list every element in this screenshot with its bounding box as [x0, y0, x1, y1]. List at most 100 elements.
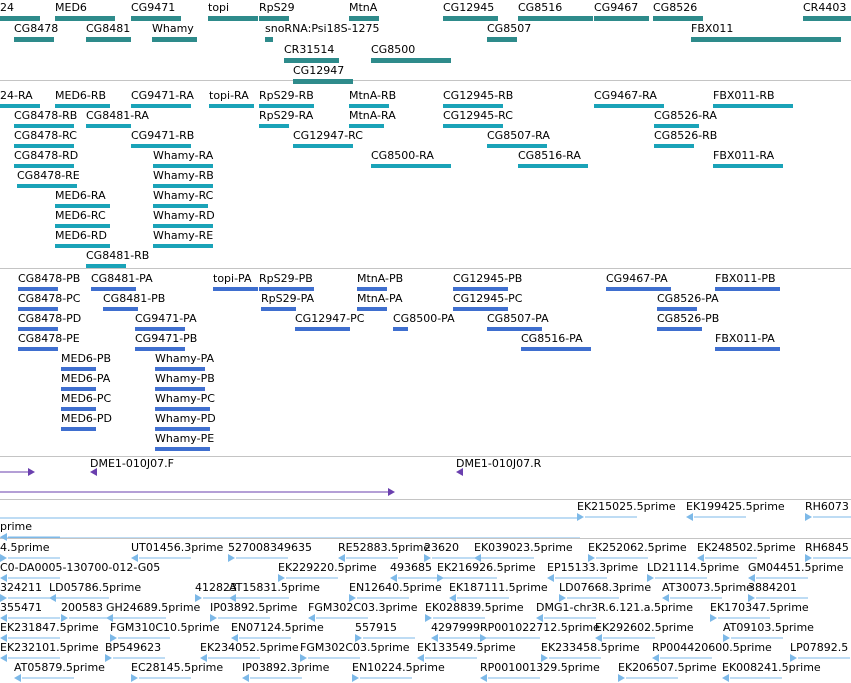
est-arrow[interactable] — [0, 594, 7, 602]
transcript-bar[interactable] — [153, 164, 213, 168]
est-arrow[interactable] — [697, 554, 704, 562]
transcript-bar[interactable] — [131, 144, 191, 148]
est-arrow[interactable] — [588, 554, 595, 562]
gene-bar[interactable] — [518, 16, 593, 21]
est-arrow[interactable] — [110, 634, 117, 642]
est-arrow[interactable] — [652, 654, 659, 662]
est-arrow[interactable] — [0, 533, 7, 541]
transcript-bar[interactable] — [293, 144, 353, 148]
transcript-bar[interactable] — [0, 104, 40, 108]
est-arrow[interactable] — [0, 554, 7, 562]
transcript-bar[interactable] — [259, 124, 289, 128]
gene-bar[interactable] — [803, 16, 851, 21]
est-arrow[interactable] — [449, 594, 456, 602]
gene-bar[interactable] — [653, 16, 703, 21]
protein-bar[interactable] — [295, 327, 350, 331]
est-arrow[interactable] — [805, 513, 812, 521]
est-arrow[interactable] — [480, 634, 487, 642]
est-arrow[interactable] — [480, 674, 487, 682]
est-arrow[interactable] — [805, 554, 812, 562]
transcript-bar[interactable] — [55, 204, 110, 208]
gene-bar[interactable] — [0, 16, 40, 21]
cdna-arrow[interactable] — [456, 468, 463, 476]
protein-bar[interactable] — [213, 287, 258, 291]
gene-bar[interactable] — [265, 37, 273, 42]
protein-bar[interactable] — [715, 347, 780, 351]
cdna-arrow[interactable] — [28, 468, 35, 476]
est-arrow[interactable] — [300, 654, 307, 662]
est-arrow[interactable] — [242, 674, 249, 682]
est-arrow[interactable] — [618, 674, 625, 682]
protein-bar[interactable] — [18, 347, 58, 351]
transcript-bar[interactable] — [443, 124, 503, 128]
gene-bar[interactable] — [14, 37, 54, 42]
transcript-bar[interactable] — [443, 104, 503, 108]
est-arrow[interactable] — [61, 614, 68, 622]
est-arrow[interactable] — [748, 574, 755, 582]
est-arrow[interactable] — [14, 674, 21, 682]
transcript-bar[interactable] — [654, 124, 699, 128]
protein-bar[interactable] — [261, 307, 296, 311]
protein-bar[interactable] — [61, 387, 96, 391]
protein-bar[interactable] — [357, 307, 387, 311]
protein-bar[interactable] — [155, 407, 210, 411]
est-arrow[interactable] — [390, 574, 397, 582]
protein-bar[interactable] — [487, 327, 542, 331]
est-arrow[interactable] — [662, 594, 669, 602]
est-arrow[interactable] — [790, 654, 797, 662]
transcript-bar[interactable] — [209, 104, 254, 108]
est-arrow[interactable] — [474, 554, 481, 562]
est-arrow[interactable] — [229, 594, 236, 602]
protein-bar[interactable] — [259, 287, 314, 291]
protein-bar[interactable] — [155, 427, 210, 431]
protein-bar[interactable] — [135, 347, 185, 351]
est-arrow[interactable] — [686, 513, 693, 521]
est-arrow[interactable] — [278, 574, 285, 582]
protein-bar[interactable] — [453, 287, 508, 291]
gene-bar[interactable] — [152, 37, 197, 42]
est-arrow[interactable] — [210, 614, 217, 622]
gene-bar[interactable] — [284, 58, 339, 63]
gene-bar[interactable] — [349, 16, 379, 21]
transcript-bar[interactable] — [371, 164, 451, 168]
gene-bar[interactable] — [293, 79, 353, 84]
est-arrow[interactable] — [0, 614, 7, 622]
transcript-bar[interactable] — [86, 264, 126, 268]
est-arrow[interactable] — [131, 554, 138, 562]
est-arrow[interactable] — [536, 614, 543, 622]
protein-bar[interactable] — [18, 327, 58, 331]
est-arrow[interactable] — [195, 594, 202, 602]
transcript-bar[interactable] — [654, 144, 694, 148]
est-arrow[interactable] — [425, 614, 432, 622]
protein-bar[interactable] — [606, 287, 671, 291]
transcript-bar[interactable] — [153, 184, 213, 188]
transcript-bar[interactable] — [55, 244, 110, 248]
gene-bar[interactable] — [443, 16, 498, 21]
protein-bar[interactable] — [657, 327, 702, 331]
est-arrow[interactable] — [647, 574, 654, 582]
protein-bar[interactable] — [657, 307, 697, 311]
transcript-bar[interactable] — [518, 164, 588, 168]
protein-bar[interactable] — [393, 327, 408, 331]
transcript-bar[interactable] — [17, 184, 77, 188]
transcript-bar[interactable] — [153, 204, 208, 208]
est-arrow[interactable] — [559, 594, 566, 602]
est-arrow[interactable] — [355, 634, 362, 642]
est-arrow[interactable] — [106, 614, 113, 622]
gene-bar[interactable] — [259, 16, 289, 21]
protein-bar[interactable] — [18, 307, 58, 311]
protein-bar[interactable] — [91, 287, 136, 291]
protein-bar[interactable] — [155, 447, 210, 451]
est-arrow[interactable] — [0, 574, 7, 582]
est-arrow[interactable] — [131, 674, 138, 682]
gene-bar[interactable] — [208, 16, 258, 21]
protein-bar[interactable] — [103, 307, 138, 311]
transcript-bar[interactable] — [259, 104, 314, 108]
protein-bar[interactable] — [357, 287, 387, 291]
est-arrow[interactable] — [228, 554, 235, 562]
est-arrow[interactable] — [722, 674, 729, 682]
est-arrow[interactable] — [338, 554, 345, 562]
transcript-bar[interactable] — [349, 124, 384, 128]
gene-bar[interactable] — [594, 16, 649, 21]
gene-bar[interactable] — [371, 58, 451, 63]
